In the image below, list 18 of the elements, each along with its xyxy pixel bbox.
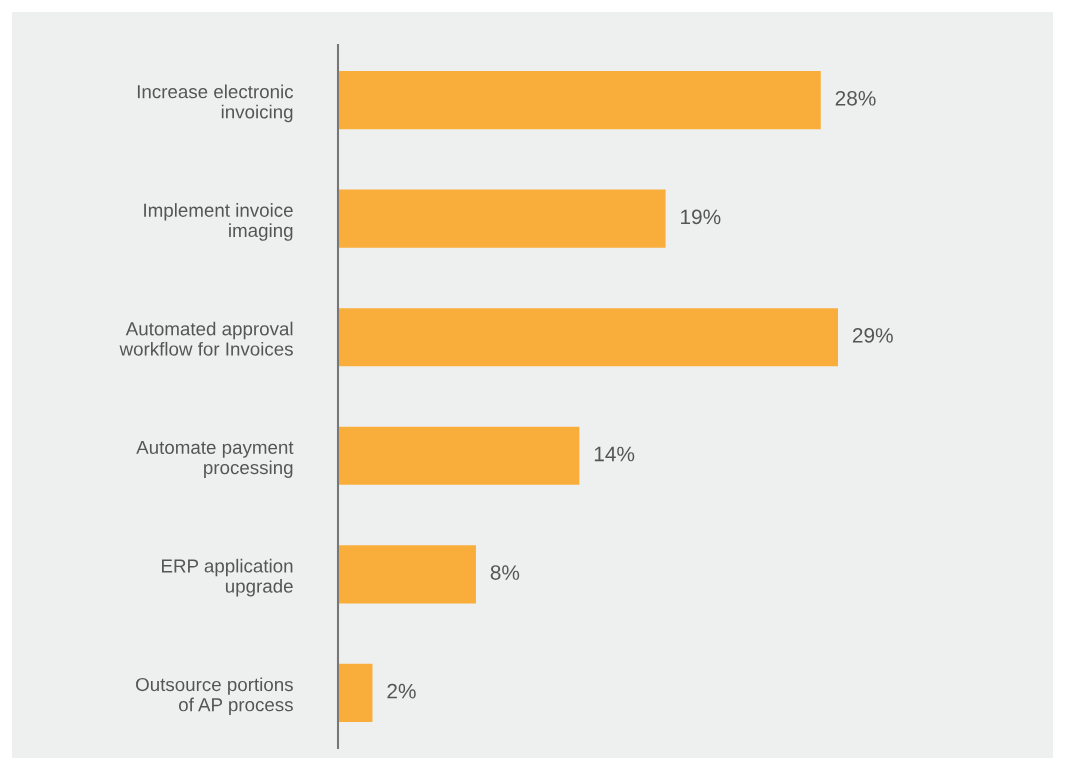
data-label: 8% xyxy=(490,565,520,580)
bar xyxy=(338,71,821,130)
bar xyxy=(338,426,580,485)
data-label: 19% xyxy=(681,209,721,225)
bar xyxy=(338,545,476,604)
y-tick-label: Automate payment processing xyxy=(136,440,294,478)
bar xyxy=(338,663,373,722)
bar xyxy=(338,189,666,248)
y-tick-label: ERP application upgrade xyxy=(162,558,293,597)
data-label: 29% xyxy=(852,328,893,343)
data-label: 2% xyxy=(387,683,416,699)
data-label: 28% xyxy=(835,90,876,106)
y-tick-label: Implement invoice imaging xyxy=(144,203,293,241)
bar xyxy=(338,308,838,367)
y-tick-label: Automated approval workflow for Invoices xyxy=(119,321,293,356)
data-label: 14% xyxy=(594,446,635,462)
y-tick-label: Increase electronic invoicing xyxy=(137,84,294,123)
y-tick-label: Outsource portions of AP process xyxy=(136,677,293,716)
